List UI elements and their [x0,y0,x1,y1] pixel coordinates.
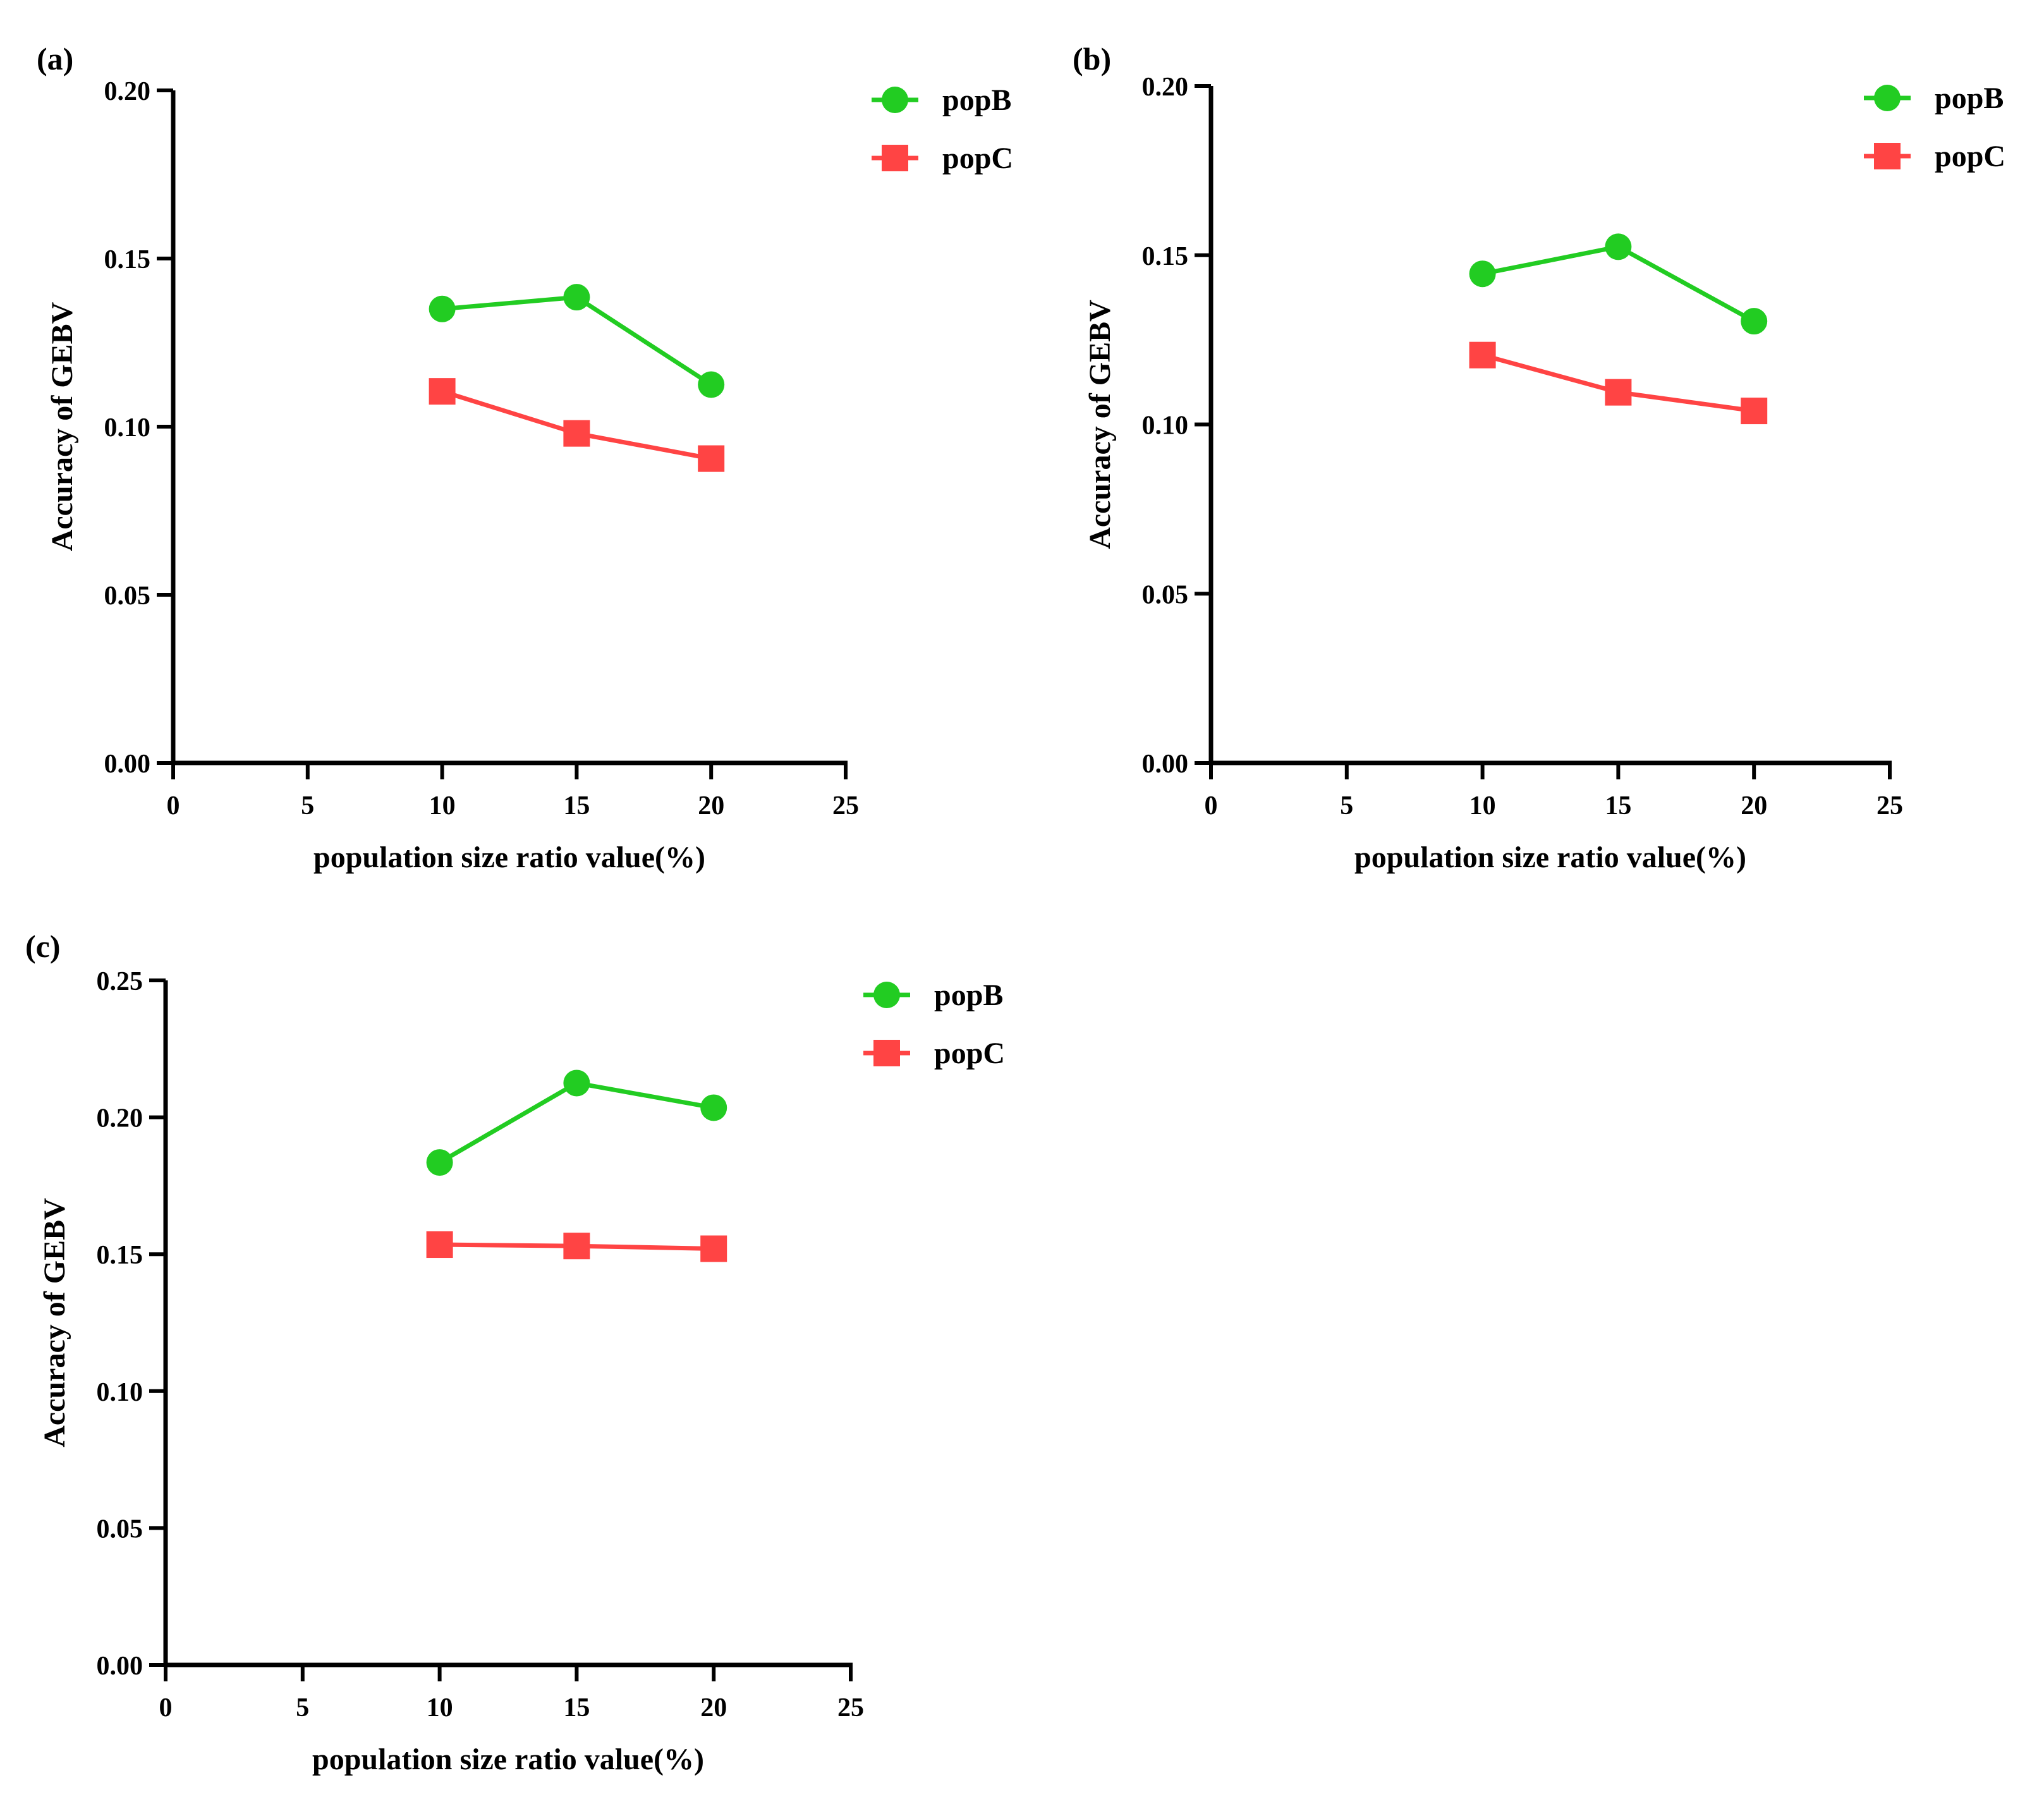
legend-marker-circle [1874,85,1901,111]
chart-panel-a: (a) 0.00 0.05 0.10 0.15 0.20 0 5 10 15 20 25 populat… [37,41,1013,874]
y-tick-label: 0.05 [97,1515,143,1544]
legend-label: popB [934,978,1003,1012]
x-tick-label: 5 [1340,791,1353,820]
x-tick-label: 25 [832,791,859,820]
y-tick-label: 0.15 [97,1241,143,1270]
data-point-popC [426,1231,453,1259]
x-tick-label: 20 [1741,791,1767,820]
data-point-popB [426,1149,453,1176]
x-axis-label: population size ratio value(%) [313,841,705,874]
panel-label: (c) [25,929,61,964]
y-tick-label: 0.00 [1142,750,1189,779]
x-tick-label: 0 [167,791,180,820]
legend-label: popC [934,1037,1005,1070]
x-tick-label: 5 [296,1693,309,1722]
y-tick-label: 0.00 [97,1652,143,1681]
legend-label: popB [1935,82,2004,115]
x-axis-label: population size ratio value(%) [312,1743,704,1776]
x-tick-label: 0 [159,1693,173,1722]
data-point-popC [563,420,590,447]
legend-item-popC: popC [1864,140,2005,173]
data-point-popC [1741,398,1768,425]
y-axis-label: Accuracy of GEBV [46,302,79,551]
x-tick-label: 15 [563,1693,590,1722]
y-tick-label: 0.10 [1142,411,1189,441]
y-tick-label: 0.00 [104,750,151,779]
x-tick-label: 20 [700,1693,727,1722]
y-tick-label: 0.20 [104,77,151,106]
data-point-popB [698,371,725,398]
data-point-popB [563,1070,590,1097]
y-tick-label: 0.20 [1142,73,1189,102]
data-point-popC [698,445,725,472]
panel-label: (a) [37,41,73,76]
legend-label: popB [942,83,1011,117]
legend-item-popB: popB [872,83,1011,117]
y-tick-label: 0.15 [1142,242,1189,271]
data-point-popC [1605,379,1632,406]
y-axis-label: Accuracy of GEBV [38,1198,71,1447]
x-tick-label: 5 [301,791,314,820]
y-tick-label: 0.25 [97,967,143,996]
data-point-popB [563,284,590,311]
x-tick-label: 20 [698,791,724,820]
legend-marker-square [873,1040,900,1066]
x-tick-label: 25 [1877,791,1903,820]
x-tick-label: 25 [837,1693,864,1722]
y-tick-label: 0.20 [97,1104,143,1133]
legend-marker-circle [873,982,900,1008]
data-point-popC [700,1235,727,1262]
legend-marker-circle [882,87,908,113]
data-point-popC [429,378,456,405]
legend-item-popB: popB [1864,82,2004,115]
y-tick-label: 0.05 [1142,580,1189,609]
legend-label: popC [1935,140,2005,173]
chart-panel-c: (c) 0.00 0.05 0.10 0.15 0.20 0.25 0 5 10 15 20 25 pop… [25,929,1005,1776]
y-axis-label: Accuracy of GEBV [1083,300,1117,549]
legend-item-popC: popC [872,142,1013,175]
data-point-popC [563,1233,590,1260]
data-point-popB [429,295,456,322]
x-tick-label: 15 [1605,791,1631,820]
x-tick-label: 15 [563,791,590,820]
data-point-popC [1469,341,1496,369]
y-tick-label: 0.10 [97,1378,143,1407]
legend-marker-square [882,145,908,171]
y-tick-label: 0.05 [104,582,151,611]
data-point-popB [700,1094,727,1121]
x-axis-label: population size ratio value(%) [1354,841,1746,874]
data-point-popB [1469,260,1496,288]
legend-item-popB: popB [863,978,1003,1012]
x-tick-label: 10 [429,791,456,820]
y-tick-label: 0.15 [104,245,151,274]
chart-panel-b: (b) 0.00 0.05 0.10 0.15 0.20 0 5 10 15 20 25 populat… [1073,41,2005,874]
legend-label: popC [942,142,1013,175]
x-tick-label: 0 [1205,791,1218,820]
data-point-popB [1605,233,1632,260]
legend-item-popC: popC [863,1037,1005,1070]
panel-label: (b) [1073,41,1111,76]
x-tick-label: 10 [1469,791,1496,820]
y-tick-label: 0.10 [104,413,151,442]
legend-marker-square [1874,143,1901,169]
data-point-popB [1741,308,1768,335]
x-tick-label: 10 [427,1693,453,1722]
